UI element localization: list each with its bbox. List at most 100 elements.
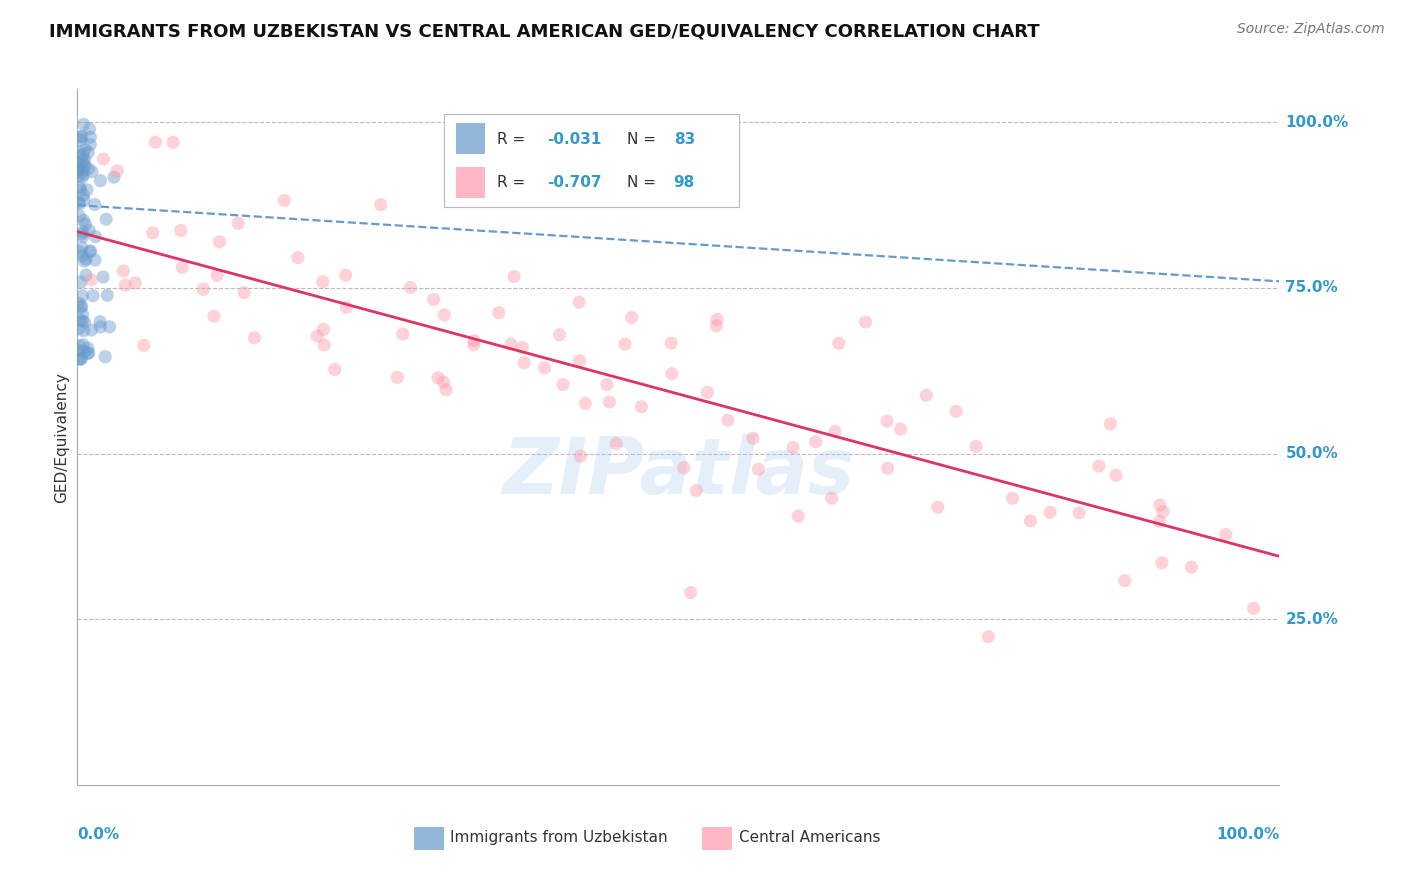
- Point: [551, 377, 574, 392]
- Point: [335, 300, 357, 314]
- Point: [70, 351, 93, 366]
- Point: [70, 301, 93, 315]
- Point: [79, 244, 101, 259]
- Point: [72, 225, 94, 239]
- Point: [70, 275, 93, 289]
- Point: [77, 161, 100, 176]
- Text: Central Americans: Central Americans: [738, 830, 880, 845]
- Text: 75.0%: 75.0%: [1285, 280, 1339, 295]
- Point: [876, 461, 898, 475]
- Point: [69, 197, 91, 211]
- Point: [945, 404, 967, 418]
- Point: [72, 337, 94, 351]
- Point: [72, 289, 94, 303]
- Point: [73, 158, 96, 172]
- Point: [70, 129, 93, 144]
- Point: [661, 367, 683, 381]
- Point: [96, 212, 118, 227]
- Point: [742, 431, 765, 445]
- Point: [387, 370, 409, 384]
- Point: [717, 413, 740, 427]
- Point: [499, 337, 522, 351]
- Point: [72, 188, 94, 202]
- Text: 100.0%: 100.0%: [1285, 115, 1348, 130]
- Text: 50.0%: 50.0%: [1285, 446, 1339, 461]
- Point: [77, 145, 100, 160]
- Point: [91, 270, 114, 285]
- Point: [605, 436, 627, 450]
- Point: [124, 276, 146, 290]
- Point: [172, 260, 194, 275]
- Point: [323, 362, 346, 376]
- Text: Source: ZipAtlas.com: Source: ZipAtlas.com: [1237, 22, 1385, 37]
- Point: [233, 285, 256, 300]
- Point: [202, 310, 225, 324]
- Point: [77, 341, 100, 355]
- Point: [132, 338, 155, 352]
- Point: [915, 388, 938, 402]
- Text: 25.0%: 25.0%: [1285, 612, 1339, 627]
- Point: [94, 350, 117, 364]
- Point: [1149, 498, 1171, 512]
- Point: [67, 160, 90, 174]
- Point: [142, 226, 165, 240]
- Point: [72, 168, 94, 182]
- Point: [76, 346, 98, 360]
- Point: [73, 193, 96, 207]
- Point: [568, 295, 591, 310]
- Point: [69, 339, 91, 353]
- Point: [370, 197, 392, 211]
- Point: [76, 183, 98, 197]
- Point: [103, 170, 125, 185]
- Point: [422, 293, 444, 307]
- Point: [70, 299, 93, 313]
- Point: [1243, 601, 1265, 615]
- Point: [1039, 505, 1062, 519]
- Point: [72, 147, 94, 161]
- Point: [93, 152, 115, 166]
- Point: [73, 143, 96, 157]
- Point: [79, 130, 101, 145]
- Point: [145, 135, 167, 149]
- Point: [162, 135, 184, 149]
- Point: [503, 269, 526, 284]
- Point: [747, 462, 769, 476]
- Point: [659, 336, 682, 351]
- Point: [67, 322, 90, 336]
- Point: [434, 383, 457, 397]
- Text: Immigrants from Uzbekistan: Immigrants from Uzbekistan: [450, 830, 668, 845]
- Point: [630, 400, 652, 414]
- Point: [73, 153, 96, 167]
- Point: [72, 170, 94, 185]
- Point: [488, 306, 510, 320]
- Point: [1001, 491, 1024, 506]
- Point: [69, 180, 91, 194]
- Point: [73, 118, 96, 132]
- Point: [965, 439, 987, 453]
- Point: [782, 441, 804, 455]
- Bar: [413, 827, 444, 850]
- Point: [243, 331, 266, 345]
- Point: [72, 249, 94, 263]
- Point: [82, 289, 104, 303]
- Point: [73, 254, 96, 268]
- Point: [79, 244, 101, 258]
- Point: [67, 296, 90, 310]
- Point: [596, 377, 619, 392]
- Point: [72, 307, 94, 321]
- Point: [72, 324, 94, 338]
- Text: IMMIGRANTS FROM UZBEKISTAN VS CENTRAL AMERICAN GED/EQUIVALENCY CORRELATION CHART: IMMIGRANTS FROM UZBEKISTAN VS CENTRAL AM…: [49, 22, 1040, 40]
- Point: [927, 500, 949, 515]
- Point: [335, 268, 357, 283]
- Point: [114, 278, 136, 293]
- Point: [208, 235, 231, 249]
- Point: [1114, 574, 1136, 588]
- Point: [696, 385, 718, 400]
- Text: ZIPatlas: ZIPatlas: [502, 434, 855, 510]
- Point: [67, 195, 90, 210]
- Point: [70, 241, 93, 255]
- Point: [96, 288, 118, 302]
- Point: [1149, 514, 1171, 528]
- Point: [392, 326, 415, 341]
- Point: [105, 164, 128, 178]
